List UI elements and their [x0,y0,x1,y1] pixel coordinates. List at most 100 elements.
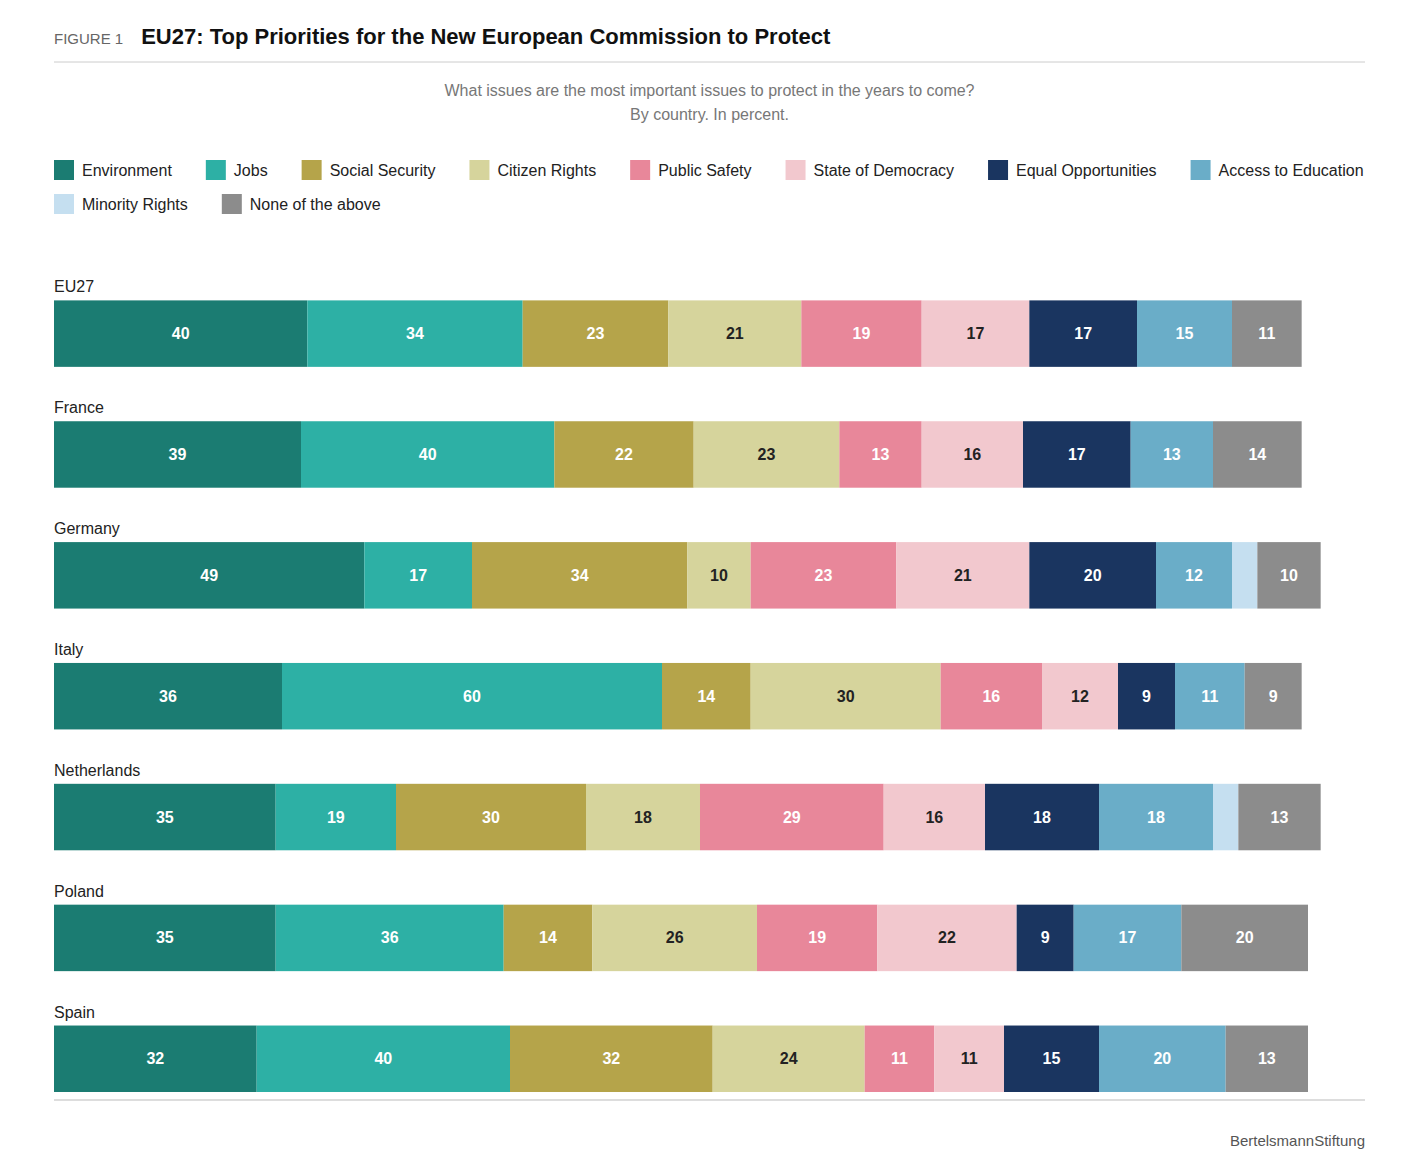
legend-item: Social Security [302,160,436,180]
legend-swatch [630,160,650,180]
legend-item: Access to Education [1191,160,1364,180]
subtitle: By country. In percent. [630,106,789,123]
legend: EnvironmentJobsSocial SecurityCitizen Ri… [54,160,1364,214]
data-label: 11 [891,1050,908,1067]
bar-segment [504,905,593,971]
data-label: 14 [697,688,715,705]
bar-segment [1029,300,1137,366]
data-label: 40 [172,325,190,342]
legend-item: None of the above [222,194,381,214]
bar-segment [751,542,897,608]
category-label: Italy [54,641,83,658]
data-label: 16 [982,688,1000,705]
data-label: 34 [571,567,589,584]
category-label: Germany [54,520,120,537]
bar-segment [301,421,554,487]
legend-swatch [786,160,806,180]
legend-item: Environment [54,160,172,180]
legend-item: Equal Opportunities [988,160,1157,180]
data-label: 9 [1142,688,1151,705]
legend-swatch [54,194,74,214]
bar-segment [472,542,687,608]
data-label: 23 [587,325,605,342]
bar-segment [54,663,282,729]
category-label: EU27 [54,278,94,295]
bar-segment [1099,784,1213,850]
legend-swatch [222,194,242,214]
bar-segment [1175,663,1245,729]
bar-segment [586,784,700,850]
data-label: 19 [327,809,345,826]
data-label: 20 [1084,567,1102,584]
data-label: 23 [758,446,776,463]
data-label: 20 [1153,1050,1171,1067]
data-label: 10 [710,567,728,584]
bar-segment [592,905,757,971]
bar-segment [700,784,884,850]
bars [54,300,1321,1092]
bar-segment [282,663,662,729]
figure-label: FIGURE 1 [54,30,123,47]
data-label: 30 [482,809,500,826]
bar-segment [276,905,504,971]
legend-swatch [206,160,226,180]
data-label: 22 [938,929,956,946]
subtitle: What issues are the most important issue… [444,82,974,99]
bar-segment [510,1026,713,1092]
legend-swatch [54,160,74,180]
data-label: 17 [1068,446,1086,463]
category-label: Spain [54,1004,95,1021]
data-label: 29 [783,809,801,826]
bar-segment [54,905,276,971]
data-label: 9 [1041,929,1050,946]
data-label: 35 [156,809,174,826]
bar-segment [757,905,877,971]
bar-segment [257,1026,510,1092]
bar-segment [307,300,522,366]
data-label: 19 [853,325,871,342]
data-label: 30 [837,688,855,705]
legend-label: Environment [82,162,172,179]
watermark: BertelsmannStiftung [1230,1132,1365,1149]
bar-segment [1156,542,1232,608]
bar-segment [396,784,586,850]
bar-segment [1213,421,1302,487]
bar-segment [1004,1026,1099,1092]
legend-label: Equal Opportunities [1016,162,1157,179]
bar-segment [941,663,1042,729]
bar-segment [1118,663,1175,729]
bar-segment [1213,784,1238,850]
bar-segment [364,542,472,608]
data-label: 16 [963,446,981,463]
data-label: 60 [463,688,481,705]
data-label: 20 [1236,929,1254,946]
bar-segment [1181,905,1308,971]
legend-swatch [988,160,1008,180]
bar-segment [687,542,750,608]
data-label: 15 [1043,1050,1061,1067]
data-label: 21 [726,325,744,342]
bar-segment [1232,542,1257,608]
data-label: 18 [634,809,652,826]
bar-segment [54,542,364,608]
data-label: 23 [815,567,833,584]
category-label: Netherlands [54,762,140,779]
x-axis-line [54,1100,1365,1101]
legend-swatch [1191,160,1211,180]
bar-segment [1029,542,1156,608]
title: EU27: Top Priorities for the New Europea… [141,24,831,49]
bar-segment [801,300,921,366]
data-label: 13 [1163,446,1181,463]
data-label: 13 [1271,809,1289,826]
data-label: 17 [1119,929,1137,946]
data-labels: 4034232119171715113940222313161713144917… [146,325,1298,1067]
legend-item: Citizen Rights [469,160,596,180]
bar-segment [1131,421,1213,487]
data-label: 11 [1258,325,1275,342]
data-label: 11 [1201,688,1218,705]
bar-segment [54,784,276,850]
data-label: 18 [1147,809,1165,826]
data-label: 40 [374,1050,392,1067]
bar-segment [54,1026,257,1092]
data-label: 17 [1074,325,1092,342]
